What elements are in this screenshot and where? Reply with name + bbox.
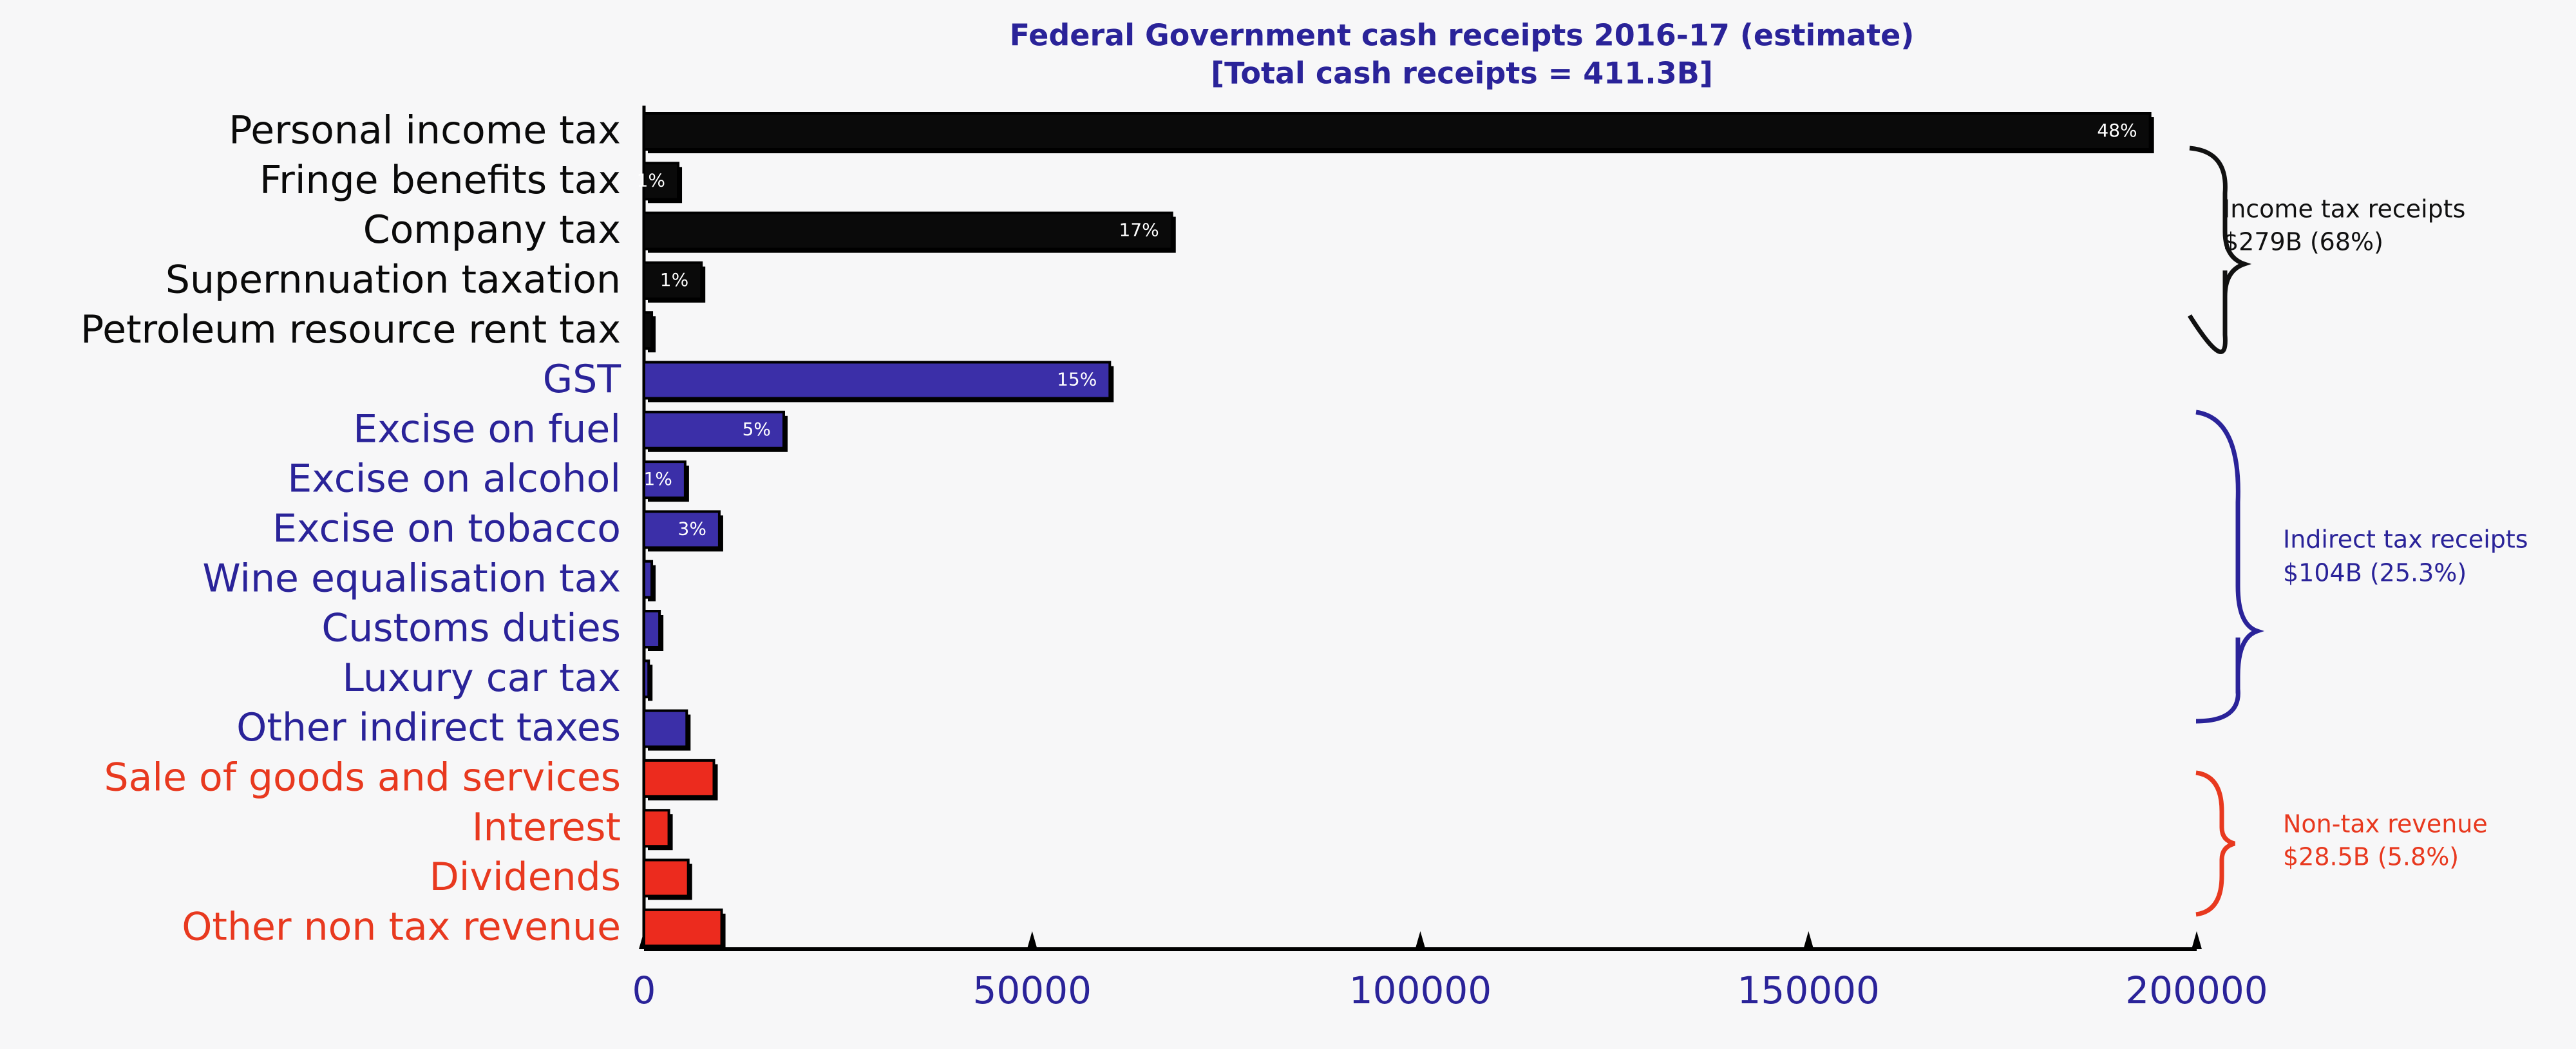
share-label: 5%	[743, 419, 771, 440]
share-label: 15%	[1057, 369, 1097, 390]
y-tick-label: Other indirect taxes	[236, 705, 621, 750]
x-tick-label: 200000	[2125, 969, 2268, 1012]
y-tick-label: Interest	[472, 805, 621, 850]
bar	[643, 211, 1173, 250]
group-label: Indirect tax receipts	[2283, 525, 2528, 554]
group-label: Income tax receipts	[2223, 195, 2465, 223]
y-tick-label: Excise on fuel	[353, 406, 621, 451]
x-tick-label: 150000	[1738, 969, 1880, 1012]
bar	[643, 112, 2152, 151]
y-tick-label: Petroleum resource rent tax	[80, 307, 621, 352]
bar	[643, 659, 650, 699]
bar	[643, 610, 661, 648]
y-tick-label: Supernnuation taxation	[166, 257, 621, 302]
share-label: 1%	[643, 468, 672, 489]
y-tick-label: Fringe benefits tax	[260, 158, 621, 203]
y-tick-label: Customs duties	[321, 606, 621, 651]
chart-title: Federal Government cash receipts 2016-17…	[1010, 18, 1915, 53]
nontax-bracket	[2195, 770, 2236, 917]
chart-subtitle: [Total cash receipts = 411.3B]	[1211, 56, 1713, 91]
bar	[643, 261, 703, 300]
tick-mark	[1027, 931, 1037, 949]
share-label: 17%	[1119, 220, 1159, 241]
income-bracket	[2188, 146, 2252, 354]
bar	[643, 908, 723, 947]
y-tick-label: Excise on tobacco	[272, 506, 621, 551]
tick-mark	[1415, 931, 1426, 949]
x-tick-label: 0	[632, 969, 656, 1012]
bar	[643, 311, 654, 350]
bar	[643, 560, 654, 599]
y-tick-label: Excise on alcohol	[287, 457, 621, 502]
bar	[643, 709, 688, 748]
y-tick-label: GST	[543, 357, 621, 402]
indirect-bracket-lower	[2195, 637, 2240, 724]
y-tick-label: Company tax	[363, 207, 621, 252]
bar	[643, 759, 715, 798]
bar	[643, 460, 687, 500]
bar	[643, 510, 721, 549]
y-tick-label: Wine equalisation tax	[202, 556, 621, 601]
tick-mark	[1803, 931, 1814, 949]
x-tick-label: 50000	[972, 969, 1092, 1012]
share-label: 1%	[660, 269, 688, 290]
tick-mark	[2192, 931, 2202, 949]
share-label: 3%	[678, 518, 706, 539]
bar	[643, 361, 1112, 400]
bar	[643, 162, 680, 201]
y-tick-label: Other non tax revenue	[182, 904, 621, 949]
group-total: $279B (68%)	[2223, 228, 2383, 256]
y-tick-label: Luxury car tax	[343, 656, 621, 701]
x-tick-label: 100000	[1349, 969, 1492, 1012]
y-tick-label: Dividends	[430, 855, 621, 900]
y-tick-label: Personal income tax	[229, 108, 621, 153]
group-total: $104B (25.3%)	[2283, 559, 2467, 587]
share-label: 48%	[2097, 120, 2137, 141]
bar	[643, 809, 670, 848]
bar	[643, 410, 785, 449]
group-total: $28.5B (5.8%)	[2283, 843, 2459, 871]
share-label: 1%	[637, 169, 665, 191]
group-label: Non-tax revenue	[2283, 810, 2488, 838]
bar	[643, 858, 690, 898]
y-tick-label: Sale of goods and services	[104, 755, 621, 800]
bar-shadow	[648, 665, 653, 701]
